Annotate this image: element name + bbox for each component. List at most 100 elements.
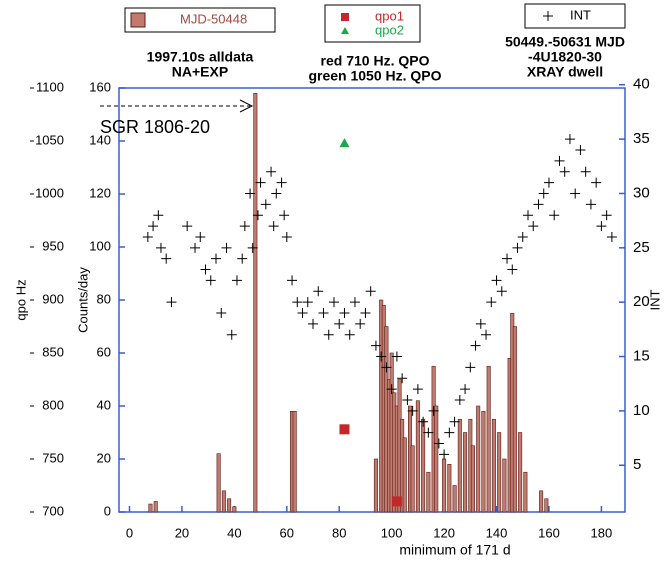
int-point	[190, 242, 201, 253]
annotation: 1997.10s alldata	[147, 49, 254, 65]
bar	[523, 471, 528, 513]
int-point	[328, 297, 339, 308]
int-point	[281, 231, 292, 242]
int-point	[538, 188, 549, 199]
int-point	[292, 297, 303, 308]
y-tick-label: 100	[89, 238, 111, 253]
int-point	[381, 362, 392, 373]
int-point	[308, 318, 319, 329]
y2-tick-label: 15	[633, 348, 650, 365]
y-tick-label: 140	[89, 132, 111, 147]
int-point	[418, 416, 429, 427]
int-point	[502, 253, 513, 264]
qpo-point	[339, 424, 350, 435]
legend-label: qpo1	[375, 8, 404, 23]
bar	[491, 418, 496, 513]
int-point	[200, 264, 211, 275]
x-tick-label: 0	[126, 525, 133, 540]
int-point	[323, 329, 334, 340]
int-point	[268, 221, 279, 232]
int-point	[344, 329, 355, 340]
int-point	[142, 231, 153, 242]
legend-box	[324, 4, 421, 43]
int-point	[155, 242, 166, 253]
int-point	[407, 405, 418, 416]
int-point	[237, 253, 248, 264]
y2-tick-label: 10	[633, 402, 650, 419]
qpo-tick-label: 850	[42, 344, 64, 359]
bar	[253, 93, 258, 513]
bar	[292, 410, 297, 513]
int-point	[486, 297, 497, 308]
int-point	[365, 286, 376, 297]
x-tick-label: 60	[280, 525, 294, 540]
y2-tick-label: 5	[633, 456, 641, 473]
int-point	[245, 188, 256, 199]
x-tick-label: 160	[538, 525, 560, 540]
bar	[216, 453, 221, 513]
int-point	[564, 134, 575, 145]
int-point	[402, 395, 413, 406]
y-axis-label: Counts/day	[75, 267, 90, 333]
int-point	[496, 286, 507, 297]
int-point	[370, 340, 381, 351]
legend-label: qpo2	[375, 22, 404, 37]
legend-label: INT	[570, 7, 591, 22]
int-point	[423, 427, 434, 438]
int-point	[334, 318, 345, 329]
int-point	[507, 264, 518, 275]
arrow-head	[239, 99, 254, 113]
bar	[434, 405, 439, 513]
y2-tick-label: 25	[633, 239, 650, 256]
qpo-tick-label: 750	[42, 450, 64, 465]
x-tick-label: 140	[486, 525, 508, 540]
bar	[426, 471, 431, 513]
legend-label: MJD-50448	[180, 11, 247, 26]
int-point	[412, 384, 423, 395]
int-point	[465, 362, 476, 373]
y2-tick-label: 30	[633, 184, 650, 201]
int-point	[339, 308, 350, 319]
qpo-tick-label: 900	[42, 291, 64, 306]
y-tick-label: 20	[97, 450, 111, 465]
int-point	[444, 427, 455, 438]
y2-axis-label: INT	[647, 289, 662, 310]
y-tick-label: 120	[89, 185, 111, 200]
y2-tick-label: 40	[633, 76, 650, 93]
x-tick-label: 20	[175, 525, 189, 540]
int-point	[231, 275, 242, 286]
bar	[457, 418, 462, 513]
plot-frame	[118, 87, 626, 513]
y-tick-label: 0	[104, 503, 111, 518]
int-point	[211, 253, 222, 264]
int-point	[360, 308, 371, 319]
bar	[442, 458, 447, 513]
int-point	[287, 275, 298, 286]
y2-tick-label: 35	[633, 130, 650, 147]
int-point	[349, 297, 360, 308]
int-point	[153, 210, 164, 221]
bar	[518, 432, 523, 513]
int-point	[166, 297, 177, 308]
annotation: green 1050 Hz. QPO	[308, 68, 441, 84]
qpo-tick-label: 1050	[35, 132, 64, 147]
int-point	[226, 329, 237, 340]
int-point	[255, 177, 266, 188]
int-point	[580, 166, 591, 177]
int-point	[355, 318, 366, 329]
bar	[232, 506, 237, 513]
int-point	[491, 275, 502, 286]
int-point	[454, 395, 465, 406]
qpo-axis-label: qpo Hz	[13, 279, 28, 320]
bar	[402, 437, 407, 513]
int-point	[559, 166, 570, 177]
y-tick-label: 80	[97, 291, 111, 306]
int-point	[533, 199, 544, 210]
int-point	[195, 231, 206, 242]
int-point	[475, 318, 486, 329]
int-point	[313, 286, 324, 297]
legend-swatch	[341, 27, 349, 34]
bar	[486, 365, 491, 513]
bar	[544, 498, 549, 513]
